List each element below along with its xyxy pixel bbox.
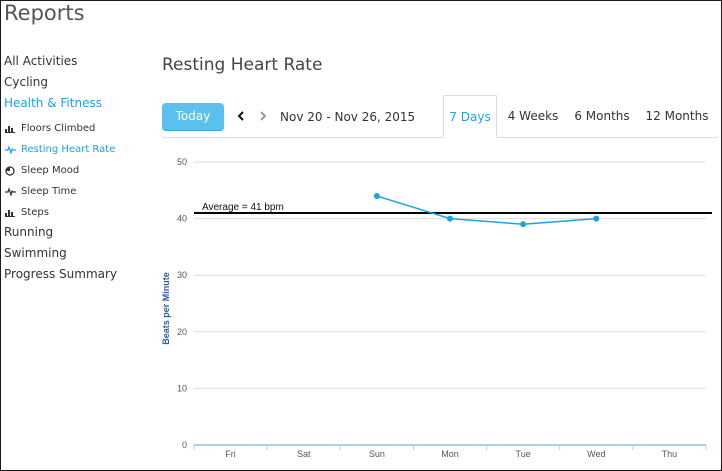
y-tick-label: 20 bbox=[177, 327, 187, 337]
sidebar-item-label: Floors Climbed bbox=[21, 122, 96, 134]
y-tick-label: 40 bbox=[177, 214, 187, 224]
x-tick-label: Sat bbox=[297, 449, 311, 459]
date-range: Nov 20 - Nov 26, 2015 bbox=[280, 110, 416, 124]
heartbeat-icon bbox=[4, 144, 16, 156]
bar-chart-icon bbox=[4, 123, 16, 135]
data-point[interactable] bbox=[520, 221, 527, 228]
x-tick-label: Tue bbox=[516, 449, 531, 459]
x-tick-labels: Fri Sat Sun Mon Tue Wed Thu bbox=[225, 449, 677, 459]
sidebar: All Activities Cycling Health & Fitness … bbox=[4, 54, 154, 288]
sidebar-item-cycling[interactable]: Cycling bbox=[4, 75, 48, 89]
today-button[interactable]: Today bbox=[162, 103, 224, 130]
page-header-title: Reports bbox=[4, 1, 85, 25]
y-axis-label: Beats per Minute bbox=[161, 272, 171, 345]
sidebar-item-label: Sleep Mood bbox=[21, 164, 80, 176]
x-tick-label: Mon bbox=[441, 449, 459, 459]
data-point[interactable] bbox=[447, 215, 453, 222]
y-tick-labels: 0 10 20 30 40 50 bbox=[177, 157, 187, 450]
page-title: Resting Heart Rate bbox=[162, 55, 323, 75]
series-line bbox=[376, 195, 597, 226]
x-tick-label: Thu bbox=[662, 449, 678, 459]
mood-icon bbox=[4, 165, 16, 177]
heart-rate-series bbox=[373, 192, 600, 228]
sidebar-item-floors-climbed[interactable]: Floors Climbed bbox=[4, 118, 154, 139]
average-label: Average = 41 bpm bbox=[202, 202, 284, 213]
data-point[interactable] bbox=[593, 215, 600, 222]
sidebar-item-health-fitness[interactable]: Health & Fitness bbox=[4, 96, 102, 110]
heartbeat-icon bbox=[4, 186, 16, 198]
average-line-group: Average = 41 bpm bbox=[194, 202, 712, 214]
sidebar-item-sleep-mood[interactable]: Sleep Mood bbox=[4, 160, 154, 181]
sidebar-item-label: Steps bbox=[21, 206, 49, 218]
tab-4-weeks[interactable]: 4 Weeks bbox=[507, 109, 559, 123]
bar-chart-icon bbox=[4, 207, 16, 219]
sidebar-item-sleep-time[interactable]: Sleep Time bbox=[4, 181, 154, 202]
sidebar-item-all-activities[interactable]: All Activities bbox=[4, 54, 78, 68]
sidebar-item-steps[interactable]: Steps bbox=[4, 202, 154, 223]
tab-12-months[interactable]: 12 Months bbox=[645, 109, 709, 123]
resting-heart-rate-chart: 0 10 20 30 40 50 Fri Sat Sun Mon Tue Wed Thu Averag… bbox=[161, 157, 712, 459]
sidebar-item-label: Resting Heart Rate bbox=[21, 143, 116, 155]
tab-6-months[interactable]: 6 Months bbox=[574, 109, 630, 123]
sidebar-item-running[interactable]: Running bbox=[4, 225, 54, 239]
tab-7-days[interactable]: 7 Days bbox=[443, 95, 497, 138]
x-tick-label: Sun bbox=[369, 449, 385, 459]
sidebar-subnav: Floors Climbed Resting Heart Rate Sleep … bbox=[4, 118, 154, 223]
previous-arrow-icon[interactable] bbox=[233, 106, 249, 126]
tabs-divider bbox=[162, 137, 718, 138]
y-tick-label: 0 bbox=[182, 440, 187, 450]
sidebar-item-resting-heart-rate[interactable]: Resting Heart Rate bbox=[4, 139, 154, 160]
sidebar-item-label: Sleep Time bbox=[21, 185, 77, 197]
y-tick-label: 30 bbox=[177, 270, 187, 280]
data-point[interactable] bbox=[373, 192, 380, 199]
x-tick-label: Fri bbox=[225, 449, 236, 459]
y-tick-label: 50 bbox=[177, 157, 187, 167]
y-tick-label: 10 bbox=[177, 383, 187, 393]
sidebar-item-swimming[interactable]: Swimming bbox=[4, 246, 67, 260]
sidebar-item-progress-summary[interactable]: Progress Summary bbox=[4, 267, 118, 281]
next-arrow-icon[interactable] bbox=[255, 106, 271, 126]
x-tick-label: Wed bbox=[587, 449, 605, 459]
